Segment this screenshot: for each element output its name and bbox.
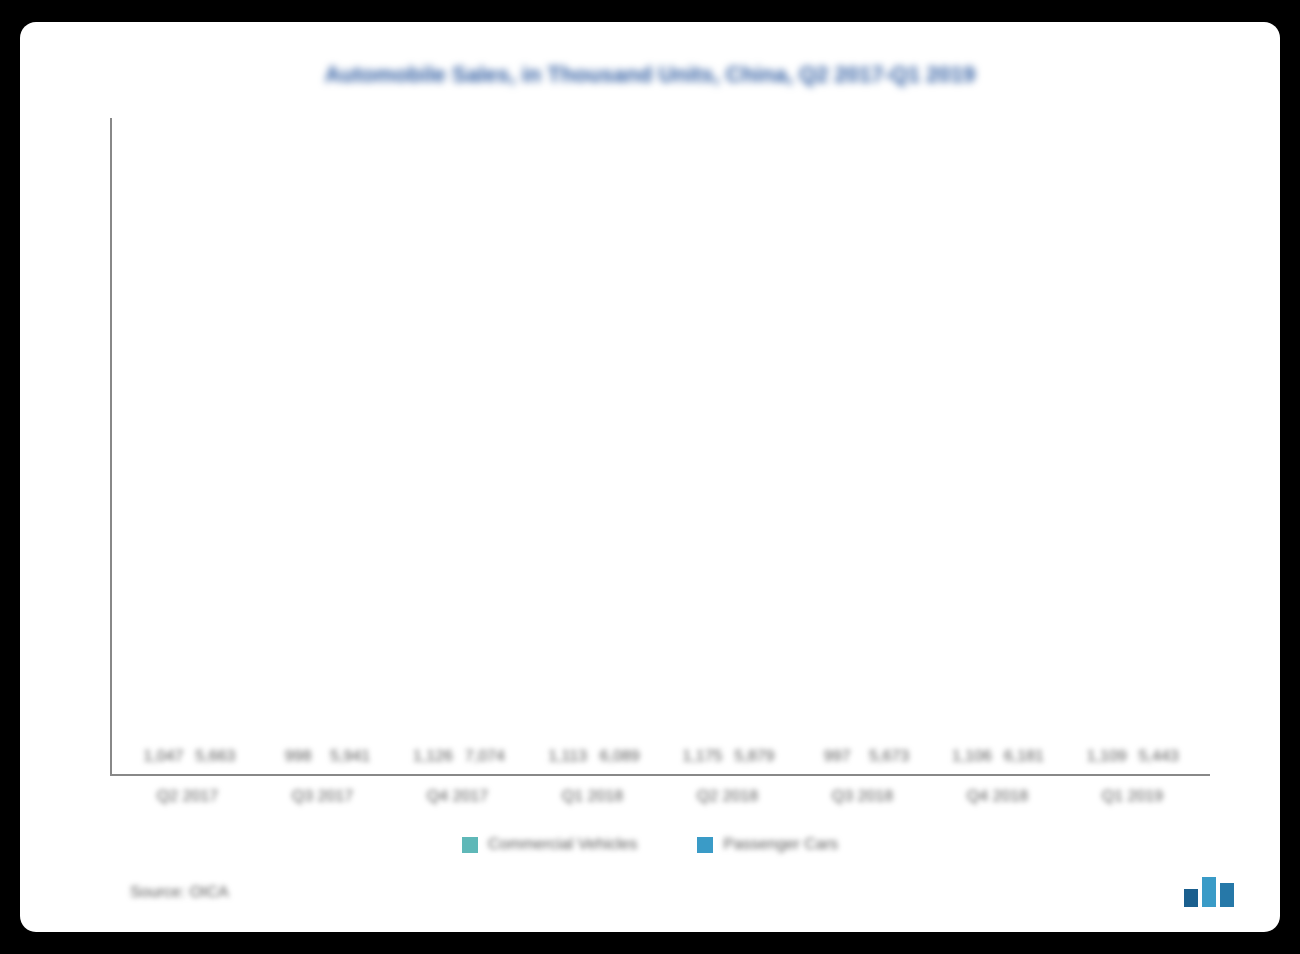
bar-value-label: 5,879 xyxy=(734,748,774,766)
bar-value-label: 5,663 xyxy=(195,748,235,766)
bar-value-label: 1,113 xyxy=(548,748,587,766)
legend-swatch xyxy=(462,837,478,853)
bar-value-label: 6,181 xyxy=(1004,748,1044,766)
x-axis-label: Q2 2017 xyxy=(120,788,255,806)
x-axis-label: Q3 2018 xyxy=(795,788,930,806)
legend-item: Passenger Cars xyxy=(697,836,838,854)
x-axis-label: Q4 2017 xyxy=(390,788,525,806)
x-axis-labels: Q2 2017Q3 2017Q4 2017Q1 2018Q2 2018Q3 20… xyxy=(110,788,1210,806)
x-axis-label: Q2 2018 xyxy=(660,788,795,806)
x-axis-label: Q3 2017 xyxy=(255,788,390,806)
legend-swatch xyxy=(697,837,713,853)
bars-wrapper: 1,047 5,663 998 5,941 1,126 7,074 1,113 6,089 1,… xyxy=(112,118,1210,774)
bar-value-label: 1,109 xyxy=(1087,748,1127,766)
bar-value-label: 1,106 xyxy=(952,748,992,766)
x-axis-label: Q1 2019 xyxy=(1065,788,1200,806)
logo-icon xyxy=(1180,871,1240,907)
bar-value-label: 5,673 xyxy=(869,748,909,766)
x-axis-label: Q4 2018 xyxy=(930,788,1065,806)
bar-value-label: 1,047 xyxy=(143,748,183,766)
source-text: Source: OICA xyxy=(130,884,1230,902)
legend-label: Passenger Cars xyxy=(723,836,838,854)
chart-title: Automobile Sales, in Thousand Units, Chi… xyxy=(70,62,1230,88)
bar-value-label: 5,443 xyxy=(1139,748,1179,766)
bar-value-label: 1,126 xyxy=(413,748,453,766)
x-axis-label: Q1 2018 xyxy=(525,788,660,806)
legend-label: Commercial Vehicles xyxy=(488,836,637,854)
chart-container: Automobile Sales, in Thousand Units, Chi… xyxy=(20,22,1280,932)
legend: Commercial Vehicles Passenger Cars xyxy=(70,836,1230,854)
plot-area: 1,047 5,663 998 5,941 1,126 7,074 1,113 6,089 1,… xyxy=(110,118,1210,776)
bar-value-label: 7,074 xyxy=(465,748,505,766)
legend-item: Commercial Vehicles xyxy=(462,836,637,854)
bar-value-label: 6,089 xyxy=(600,748,640,766)
bar-value-label: 998 xyxy=(285,748,312,766)
bar-value-label: 997 xyxy=(824,748,851,766)
bar-value-label: 5,941 xyxy=(330,748,370,766)
bar-value-label: 1,175 xyxy=(682,748,722,766)
